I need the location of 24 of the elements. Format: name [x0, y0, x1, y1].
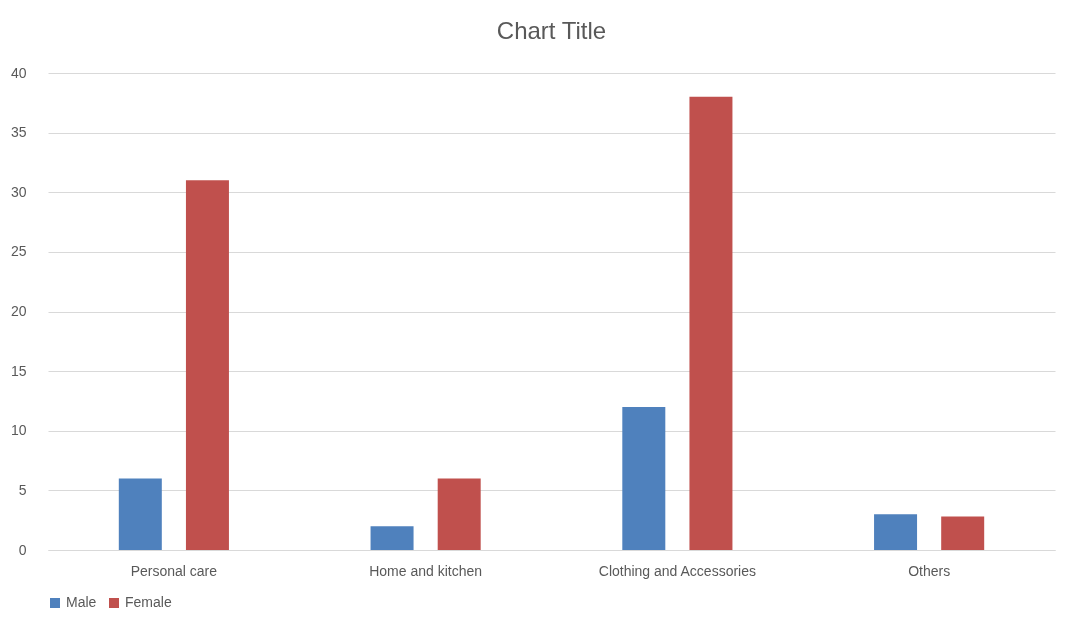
bar	[874, 514, 918, 550]
y-tick-label: 30	[10, 183, 27, 200]
y-tick-label: 20	[10, 303, 27, 319]
y-tick-label: 0	[18, 541, 27, 558]
chart-title: Chart Title	[496, 17, 607, 44]
y-tick-label: 5	[18, 481, 27, 498]
legend-label: Female	[125, 594, 172, 610]
bar	[622, 406, 666, 550]
x-tick-label: Personal care	[130, 562, 218, 579]
bar	[118, 478, 162, 550]
bar	[370, 526, 414, 550]
bar	[437, 478, 481, 550]
y-tick-label: 15	[10, 362, 27, 379]
x-tick-label: Others	[908, 562, 951, 579]
y-tick-label: 10	[10, 422, 27, 439]
y-tick-label: 40	[10, 64, 27, 81]
y-tick-label: 25	[10, 243, 27, 260]
x-tick-label: Clothing and Accessories	[598, 562, 756, 579]
bar	[941, 516, 985, 550]
legend-label: Male	[66, 594, 97, 610]
bar	[185, 180, 229, 550]
x-tick-label: Home and kitchen	[369, 562, 483, 579]
bar	[689, 96, 733, 550]
y-tick-label: 35	[10, 124, 27, 141]
